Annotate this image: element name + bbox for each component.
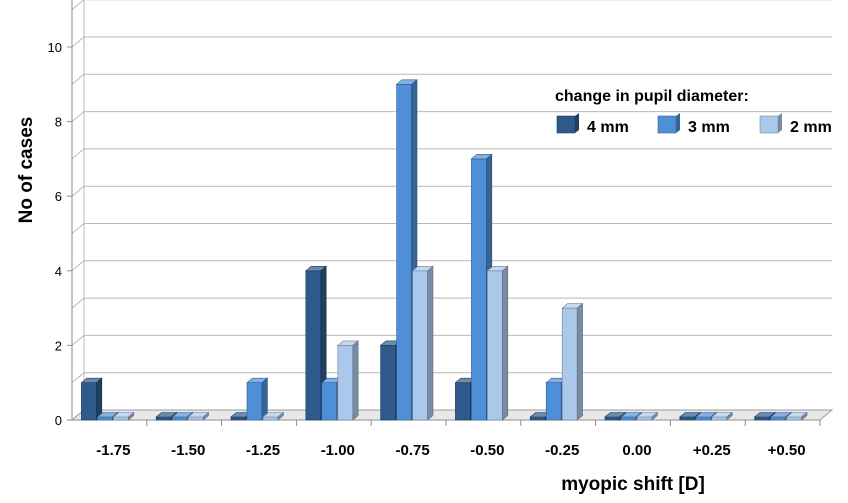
- bar: [80, 377, 103, 421]
- gridline-diagonal: [71, 335, 85, 346]
- legend-label: 2 mm: [790, 119, 832, 136]
- y-axis-title: No of cases: [16, 117, 37, 224]
- gridline-diagonal: [71, 0, 85, 11]
- legend-title: change in pupil diameter:: [555, 88, 749, 105]
- bar: [112, 411, 135, 421]
- bar: [785, 411, 808, 421]
- gridline-diagonal: [71, 260, 85, 272]
- legend-item: 4 mm: [556, 113, 629, 136]
- gridline-diagonal: [71, 297, 85, 309]
- legend: change in pupil diameter: 4 mm 3 mm 2 mm: [555, 88, 832, 136]
- bar: [336, 340, 360, 421]
- x-tick-label: -1.00: [321, 442, 355, 459]
- y-tick-label: 10: [48, 40, 62, 55]
- legend-item: 3 mm: [657, 113, 730, 136]
- y-tick-labels: 0 2 4 6 8 10: [48, 40, 72, 428]
- legend-label: 4 mm: [587, 119, 629, 136]
- legend-item: 2 mm: [759, 113, 832, 136]
- bar: [246, 377, 269, 421]
- bar: [262, 411, 285, 421]
- y-tick-label: 2: [55, 338, 62, 353]
- x-tick-label: -0.75: [395, 442, 429, 459]
- legend-swatch: [556, 115, 576, 134]
- x-tick-label: -1.75: [96, 442, 130, 459]
- x-tick-label: +0.25: [693, 442, 731, 459]
- gridline-diagonal: [71, 73, 85, 85]
- legend-label: 3 mm: [688, 119, 730, 136]
- gridline-diagonal: [71, 223, 85, 234]
- legend-swatch: [759, 115, 779, 134]
- x-tick-label: 0.00: [622, 442, 651, 459]
- y-tick-label: 6: [55, 189, 62, 204]
- gridlines: [71, 0, 832, 421]
- x-tick-labels: -1.75 -1.50 -1.25 -1.00 -0.75 -0.50 -0.25 0.00 +…: [96, 420, 821, 459]
- gridline-diagonal: [71, 185, 85, 197]
- y-tick-label: 0: [55, 413, 62, 428]
- gridline-diagonal: [71, 148, 85, 160]
- x-tick-label: -0.25: [545, 442, 579, 459]
- y-tick-label: 4: [55, 264, 62, 279]
- x-tick-label: -1.25: [246, 442, 280, 459]
- x-axis-title: myopic shift [D]: [561, 474, 705, 495]
- bar: [187, 411, 210, 421]
- bar: [561, 302, 584, 421]
- x-tick-label: +0.50: [768, 442, 806, 459]
- gridline-diagonal: [71, 372, 85, 384]
- legend-swatch: [657, 115, 677, 134]
- bar: [486, 265, 509, 421]
- bar: [678, 411, 702, 421]
- bar: [636, 411, 659, 421]
- bar: [710, 411, 734, 421]
- x-tick-label: -1.50: [171, 442, 205, 459]
- x-tick-label: -0.50: [470, 442, 504, 459]
- y-tick-label: 8: [55, 115, 62, 130]
- bar: [411, 265, 434, 421]
- gridline-diagonal: [71, 111, 85, 122]
- bars: [80, 79, 808, 421]
- gridline-diagonal: [71, 36, 85, 48]
